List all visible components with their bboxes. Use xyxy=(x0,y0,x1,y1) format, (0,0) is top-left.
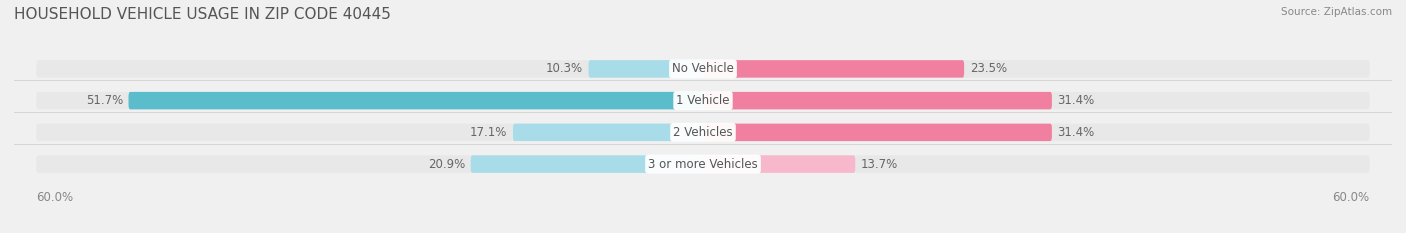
Text: Source: ZipAtlas.com: Source: ZipAtlas.com xyxy=(1281,7,1392,17)
FancyBboxPatch shape xyxy=(703,92,1052,109)
Text: 3 or more Vehicles: 3 or more Vehicles xyxy=(648,158,758,171)
Text: 31.4%: 31.4% xyxy=(1057,94,1095,107)
Text: 60.0%: 60.0% xyxy=(37,191,73,204)
FancyBboxPatch shape xyxy=(471,155,703,173)
Text: 17.1%: 17.1% xyxy=(470,126,508,139)
FancyBboxPatch shape xyxy=(703,60,965,78)
Text: HOUSEHOLD VEHICLE USAGE IN ZIP CODE 40445: HOUSEHOLD VEHICLE USAGE IN ZIP CODE 4044… xyxy=(14,7,391,22)
Text: 51.7%: 51.7% xyxy=(86,94,122,107)
Text: 20.9%: 20.9% xyxy=(427,158,465,171)
Text: 2 Vehicles: 2 Vehicles xyxy=(673,126,733,139)
FancyBboxPatch shape xyxy=(589,60,703,78)
FancyBboxPatch shape xyxy=(37,124,1369,141)
FancyBboxPatch shape xyxy=(703,124,1052,141)
FancyBboxPatch shape xyxy=(37,60,1369,78)
Text: 60.0%: 60.0% xyxy=(1333,191,1369,204)
FancyBboxPatch shape xyxy=(703,155,855,173)
Text: 10.3%: 10.3% xyxy=(546,62,583,75)
Text: 13.7%: 13.7% xyxy=(860,158,898,171)
Text: No Vehicle: No Vehicle xyxy=(672,62,734,75)
FancyBboxPatch shape xyxy=(37,92,1369,109)
FancyBboxPatch shape xyxy=(37,155,1369,173)
FancyBboxPatch shape xyxy=(128,92,703,109)
Text: 23.5%: 23.5% xyxy=(970,62,1007,75)
FancyBboxPatch shape xyxy=(513,124,703,141)
Text: 31.4%: 31.4% xyxy=(1057,126,1095,139)
Text: 1 Vehicle: 1 Vehicle xyxy=(676,94,730,107)
